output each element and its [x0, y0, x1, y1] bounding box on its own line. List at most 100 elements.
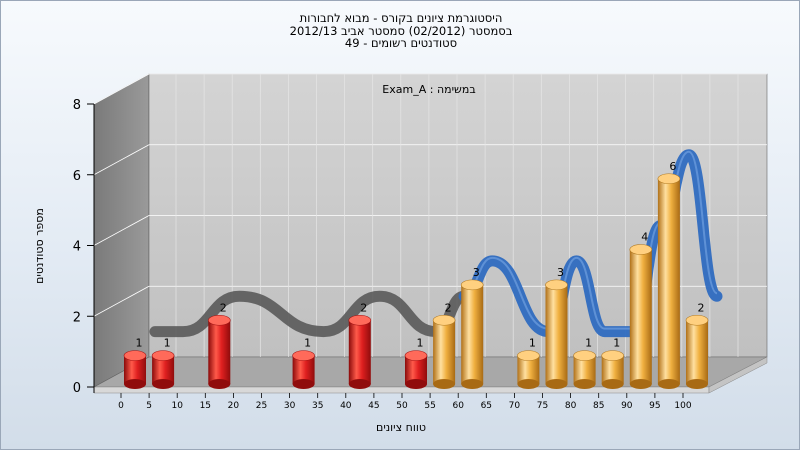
bar-body [208, 320, 231, 384]
x-tick-label: 60 [452, 401, 464, 411]
bar-base [405, 379, 427, 389]
grid-line-side [93, 285, 150, 317]
bar-top [123, 350, 147, 361]
bar-value-label: 1 [585, 337, 592, 350]
y-tick-label: 6 [73, 169, 81, 184]
bar-base [657, 379, 680, 389]
x-tick-label: 65 [481, 401, 492, 411]
bar-body [152, 355, 175, 384]
title-line-2: בסמסטר (02/2012) סמסטר אביב 2012/13 [289, 23, 513, 38]
x-tick-label: 40 [340, 401, 352, 411]
x-tick-label: 5 [146, 401, 152, 411]
bar-body [601, 355, 624, 384]
bar-value-label: 1 [304, 337, 311, 350]
bar-value-label: 1 [529, 337, 536, 350]
x-tick-label: 35 [312, 401, 323, 411]
bar-body [545, 284, 568, 384]
y-axis-label: מספר סטודנטים [33, 208, 46, 284]
bar-value-label: 1 [613, 337, 620, 350]
bar-value-label: 6 [669, 160, 676, 173]
bar-value-label: 2 [445, 301, 452, 314]
bar-top [601, 350, 625, 361]
x-tick-label: 0 [118, 401, 124, 411]
bar-value-label: 2 [220, 301, 227, 314]
bar-base [348, 379, 371, 389]
ribbon-segment-gray [149, 290, 470, 338]
bar-body [292, 355, 315, 384]
bar-value-label: 4 [641, 231, 648, 244]
bar-base [292, 379, 315, 389]
bar-body [686, 320, 708, 384]
y-tick-label: 2 [73, 310, 81, 325]
bar: 2 [685, 301, 709, 389]
bar: 3 [545, 266, 568, 389]
bar-body [433, 320, 456, 384]
bar-value-label: 2 [698, 301, 705, 314]
x-tick-label: 75 [537, 401, 548, 411]
x-tick-label: 55 [424, 401, 435, 411]
bar: 2 [348, 301, 372, 389]
bar-top [348, 314, 372, 326]
x-tick-label: 50 [396, 401, 408, 411]
bar-body [517, 355, 540, 384]
bar-top [432, 314, 456, 326]
bar-value-label: 1 [164, 337, 171, 350]
bar-top [404, 350, 428, 361]
bar-body [657, 178, 680, 384]
bar: 2 [432, 301, 456, 389]
bar-top [657, 173, 681, 185]
bar: 1 [573, 337, 596, 389]
x-tick-label: 85 [593, 401, 604, 411]
y-tick-label: 4 [73, 240, 81, 255]
bar: 2 [208, 301, 231, 389]
bar-top [685, 314, 709, 326]
bar: 1 [292, 337, 315, 389]
x-tick-label: 20 [228, 401, 240, 411]
bar-base [433, 379, 456, 389]
x-tick-label: 100 [674, 401, 691, 411]
bar-body [573, 355, 596, 384]
title-line-1: היסטוגרמת ציונים בקורס - מבוא לחבורות [299, 11, 503, 25]
ribbon-segment-blue [458, 149, 723, 338]
bar: 3 [460, 266, 484, 389]
bar-base [208, 379, 231, 389]
x-tick-label: 45 [368, 401, 379, 411]
x-tick-label: 10 [171, 401, 183, 411]
bar-base [461, 379, 484, 389]
bar: 6 [657, 160, 681, 389]
ribbon-highlight [463, 150, 718, 330]
bar-base [152, 379, 175, 389]
bar-base [601, 379, 624, 389]
x-axis-label: טווח ציונים [376, 421, 426, 434]
bar-top [629, 244, 653, 255]
bar-value-label: 1 [136, 337, 143, 350]
grid-line-side [93, 73, 150, 105]
bar-base [629, 379, 652, 389]
bar: 1 [404, 337, 428, 389]
x-tick-label: 90 [621, 401, 633, 411]
bar-base [517, 379, 540, 389]
bar-value-label: 3 [557, 266, 564, 279]
bar: 1 [123, 337, 147, 389]
bar-top [151, 350, 175, 361]
bar: 1 [517, 337, 540, 389]
x-tick-label: 70 [509, 401, 521, 411]
bar-value-label: 1 [417, 337, 424, 350]
bar-value-label: 3 [473, 266, 480, 279]
x-tick-label: 95 [649, 401, 660, 411]
bar-base [686, 379, 708, 389]
bar-body [348, 320, 371, 384]
bar: 1 [151, 337, 175, 389]
bars-group: 1 1 2 1 2 1 2 3 1 3 1 1 4 6 2 [123, 160, 709, 389]
y-axis-ticks: 0 2 4 6 8 [73, 98, 94, 396]
bar-base [124, 379, 146, 389]
bar-body [405, 355, 427, 384]
chart-subtitle: Exam_A : במשימה [382, 83, 475, 96]
trend-ribbon [149, 149, 723, 338]
chart-title: היסטוגרמת ציונים בקורס - מבוא לחבורות בס… [1, 12, 800, 50]
x-tick-label: 80 [565, 401, 577, 411]
x-tick-label: 30 [284, 401, 296, 411]
y-tick-label: 0 [73, 381, 81, 396]
